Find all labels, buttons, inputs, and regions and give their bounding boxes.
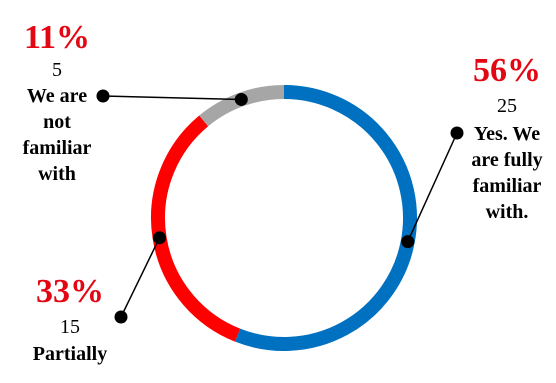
leader-lines [96, 89, 464, 324]
slice-percent-fully-familiar: 56% [473, 52, 541, 89]
slice-label-line-not-familiar-1: We are [27, 85, 87, 107]
leader-dot-label-partially [114, 310, 128, 324]
slice-label-line-fully-familiar-3: familiar [473, 175, 542, 197]
leader-line-partially [120, 237, 161, 318]
leader-dot-label-fully-familiar [450, 126, 464, 140]
slice-count-partially: 15 [60, 316, 80, 338]
slice-percent-not-familiar: 11% [24, 19, 90, 56]
donut-slice-fully-familiar [235, 85, 417, 351]
slice-label-line-fully-familiar-2: are fully [471, 149, 542, 171]
slice-label-line-fully-familiar-1: Yes. We [474, 123, 540, 145]
slice-label-group-partially: 33% 15 Partially [33, 273, 107, 365]
slice-percent-partially: 33% [36, 273, 104, 310]
slice-label-line-not-familiar-4: with [38, 163, 76, 185]
leader-line-fully-familiar [407, 132, 458, 242]
donut-slice-partially [151, 115, 241, 342]
leader-dot-arc-partially [153, 231, 167, 245]
slice-label-line-fully-familiar-4: with. [486, 201, 529, 223]
leader-dot-arc-fully-familiar [401, 235, 415, 249]
slice-label-line-not-familiar-2: not [43, 111, 71, 133]
leader-dot-label-not-familiar [96, 89, 110, 103]
slice-label-line-not-familiar-3: familiar [23, 137, 92, 159]
slice-label-line-partially-1: Partially [33, 343, 107, 365]
slice-count-fully-familiar: 25 [497, 95, 517, 117]
leader-line-not-familiar [102, 95, 242, 101]
donut-arcs [151, 85, 417, 351]
slice-label-group-not-familiar: 11% 5 We are not familiar with [23, 19, 92, 185]
slice-count-not-familiar: 5 [52, 59, 62, 81]
slice-label-group-fully-familiar: 56% 25 Yes. We are fully familiar with. [471, 52, 542, 223]
leader-dot-arc-not-familiar [234, 92, 248, 106]
